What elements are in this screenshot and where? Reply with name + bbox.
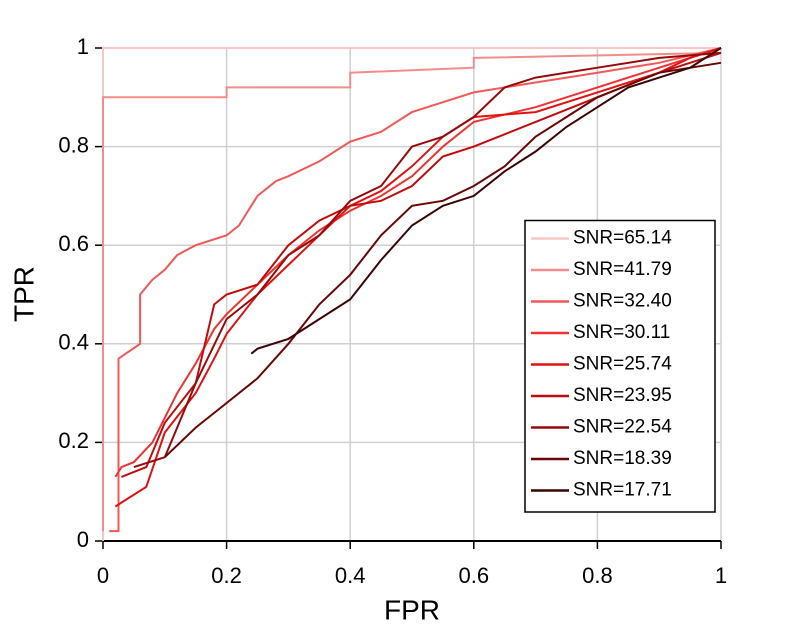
y-axis-label: TPR xyxy=(8,266,39,322)
roc-curve xyxy=(109,47,722,533)
legend-label: SNR=65.14 xyxy=(573,228,672,249)
roc-curve xyxy=(133,51,722,469)
legend-label: SNR=18.39 xyxy=(573,448,672,469)
y-tick-label: 0.4 xyxy=(58,330,89,355)
legend-label: SNR=41.79 xyxy=(573,259,672,280)
y-tick-label: 0.2 xyxy=(58,428,89,453)
roc-curve xyxy=(102,51,722,532)
y-tick-label: 1 xyxy=(77,34,89,59)
x-tick-label: 0.2 xyxy=(211,563,242,588)
y-tick-label: 0.6 xyxy=(58,231,89,256)
x-tick-label: 0.6 xyxy=(459,563,490,588)
legend-box xyxy=(524,219,716,513)
legend-label: SNR=32.40 xyxy=(573,291,672,312)
x-tick-label: 0.8 xyxy=(582,563,613,588)
legend-label: SNR=23.95 xyxy=(573,385,672,406)
x-tick-label: 0 xyxy=(97,563,109,588)
legend-label: SNR=22.54 xyxy=(573,417,672,438)
legend-label: SNR=17.71 xyxy=(573,480,672,501)
legend-label: SNR=25.74 xyxy=(573,354,672,375)
roc-curve xyxy=(250,47,722,355)
x-axis-label: FPR xyxy=(384,594,440,625)
roc-curve xyxy=(121,51,722,478)
roc-curve xyxy=(164,61,722,458)
x-tick-label: 0.4 xyxy=(335,563,366,588)
x-tick-label: 1 xyxy=(715,563,727,588)
y-tick-label: 0.8 xyxy=(58,132,89,157)
legend-label: SNR=30.11 xyxy=(573,322,670,343)
y-tick-label: 0 xyxy=(77,527,89,552)
